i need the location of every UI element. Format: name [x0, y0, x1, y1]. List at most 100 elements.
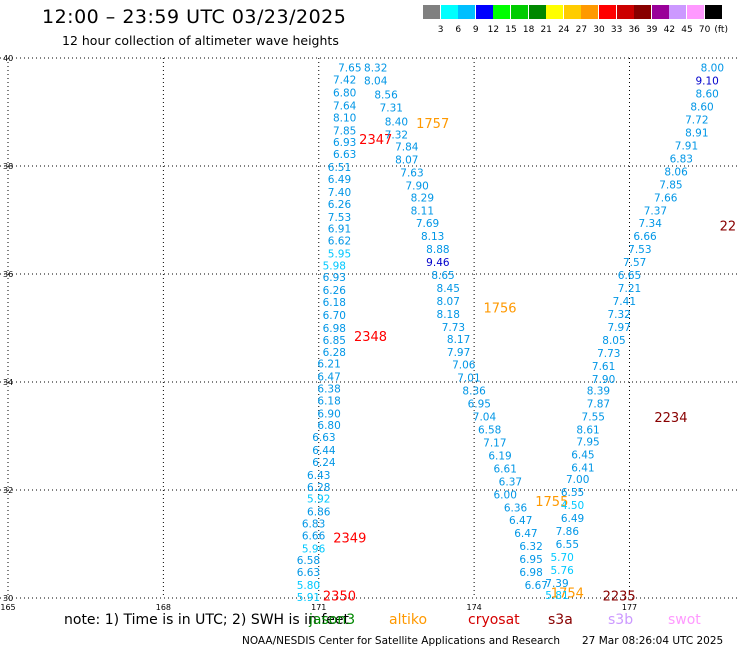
wave-height-point: 7.04: [473, 412, 497, 424]
wave-height-point: 6.36: [504, 502, 528, 514]
wave-height-point: 6.90: [317, 408, 340, 420]
scale-label: 24: [558, 25, 570, 35]
wave-height-point: 7.69: [416, 218, 439, 230]
wave-height-point: 8.06: [664, 166, 688, 178]
legend-item-s3a: s3a: [548, 612, 573, 628]
wave-height-point: 7.31: [380, 103, 403, 115]
wave-height-point: 5.80: [297, 580, 320, 592]
y-tick-label: 32: [3, 486, 13, 495]
wave-height-point: 9.10: [695, 76, 718, 88]
wave-height-point: 7.64: [333, 101, 357, 113]
wave-height-point: 6.21: [317, 359, 340, 371]
wave-height-point: 8.04: [364, 76, 388, 88]
y-tick-label: 36: [3, 270, 13, 279]
wave-height-point: 6.26: [323, 285, 347, 297]
scale-label: 27: [575, 25, 588, 35]
wave-height-point: 8.40: [385, 117, 408, 129]
scale-label: 21: [540, 25, 552, 35]
wave-height-point: 8.18: [437, 309, 460, 321]
wave-height-point: 6.58: [297, 555, 320, 567]
wave-height-point: 7.95: [576, 436, 599, 448]
scale-swatch: [687, 5, 704, 19]
wave-height-point: 8.60: [695, 89, 718, 101]
scale-label: 30: [593, 25, 605, 35]
x-tick-label: 165: [0, 603, 15, 612]
wave-height-point: 8.11: [411, 205, 434, 217]
wave-height-point: 6.93: [323, 272, 346, 284]
wave-height-point: 6.80: [333, 88, 356, 100]
pass-time-label: 2350: [323, 589, 356, 604]
wave-height-point: 6.55: [556, 539, 579, 551]
wave-height-point: 7.66: [654, 192, 678, 204]
wave-height-point: 6.65: [618, 270, 641, 282]
y-tick-label: 30: [3, 594, 13, 603]
scale-swatch: [563, 5, 581, 19]
legend-item-altiko: altiko: [389, 612, 428, 628]
y-tick-label: 40: [3, 54, 13, 63]
wave-height-point: 8.56: [374, 90, 398, 102]
wave-height-point: 8.05: [602, 335, 625, 347]
pass-time-label: 2348: [354, 330, 387, 345]
chart-title: 12:00 – 23:59 UTC 03/23/2025: [42, 6, 347, 28]
wave-height-point: 8.07: [395, 155, 418, 167]
scale-swatch: [669, 5, 687, 19]
wave-height-point: 8.17: [447, 334, 470, 346]
wave-height-point: 7.17: [483, 437, 506, 449]
scale-label: 9: [472, 25, 479, 35]
pass-time-label: 2235: [603, 589, 636, 604]
wave-height-point: 7.72: [685, 115, 708, 127]
wave-height-point: 7.65: [338, 63, 361, 75]
wave-height-point: 6.28: [323, 347, 346, 359]
wave-height-point: 8.88: [426, 244, 449, 256]
wave-height-point: 5.76: [550, 565, 574, 577]
wave-height-point: 6.83: [302, 518, 325, 530]
scale-label: 6: [455, 25, 462, 35]
scale-swatch: [423, 5, 440, 19]
scale-swatch: [581, 5, 599, 19]
scale-swatch: [528, 5, 546, 19]
scale-swatch: [511, 5, 528, 19]
wave-height-point: 8.91: [685, 128, 708, 140]
wave-height-point: 8.45: [437, 283, 460, 295]
scale-label: 70: [698, 25, 711, 35]
scale-label: 15: [505, 25, 517, 35]
scale-label: 39: [646, 25, 658, 35]
wave-height-point: 6.18: [317, 395, 340, 407]
wave-height-point: 6.91: [328, 224, 351, 236]
wave-height-point: 7.40: [328, 187, 351, 199]
wave-height-point: 7.91: [675, 140, 698, 152]
wave-height-point: 7.85: [333, 125, 356, 137]
wave-height-point: 7.21: [618, 283, 641, 295]
wave-height-point: 6.44: [312, 445, 336, 457]
scale-swatch: [493, 5, 511, 19]
scale-swatch: [599, 5, 616, 19]
wave-height-point: 5.95: [328, 248, 351, 260]
wave-height-point: 7.41: [613, 296, 636, 308]
wave-height-point: 6.00: [494, 489, 517, 501]
wave-height-point: 6.49: [328, 174, 351, 186]
x-tick-label: 168: [156, 603, 171, 612]
pass-time-label: 1754: [551, 587, 584, 602]
wave-height-point: 8.13: [421, 231, 444, 243]
wave-height-point: 6.47: [509, 515, 532, 527]
wave-height-point: 6.83: [670, 153, 693, 165]
wave-height-point: 6.45: [571, 449, 594, 461]
wave-height-point: 8.61: [576, 425, 599, 437]
pass-time-label: 22: [720, 219, 737, 234]
wave-height-point: 7.90: [592, 374, 615, 386]
wave-height-point: 5.70: [550, 552, 573, 564]
chart-subtitle: 12 hour collection of altimeter wave hei…: [62, 33, 339, 48]
wave-height-point: 8.65: [431, 270, 454, 282]
wave-height-point: 6.63: [333, 149, 356, 161]
wave-height-point: 7.97: [447, 347, 470, 359]
wave-height-point: 6.32: [519, 541, 542, 553]
wave-height-point: 7.90: [405, 180, 428, 192]
pass-time-label: 2347: [359, 133, 392, 148]
wave-height-point: 8.00: [701, 63, 724, 75]
wave-height-point: 6.47: [317, 372, 340, 384]
wave-height-point: 7.86: [556, 526, 580, 538]
wave-height-point: 4.50: [561, 500, 584, 512]
wave-height-point: 6.19: [488, 450, 511, 462]
wave-height-point: 7.55: [582, 412, 605, 424]
